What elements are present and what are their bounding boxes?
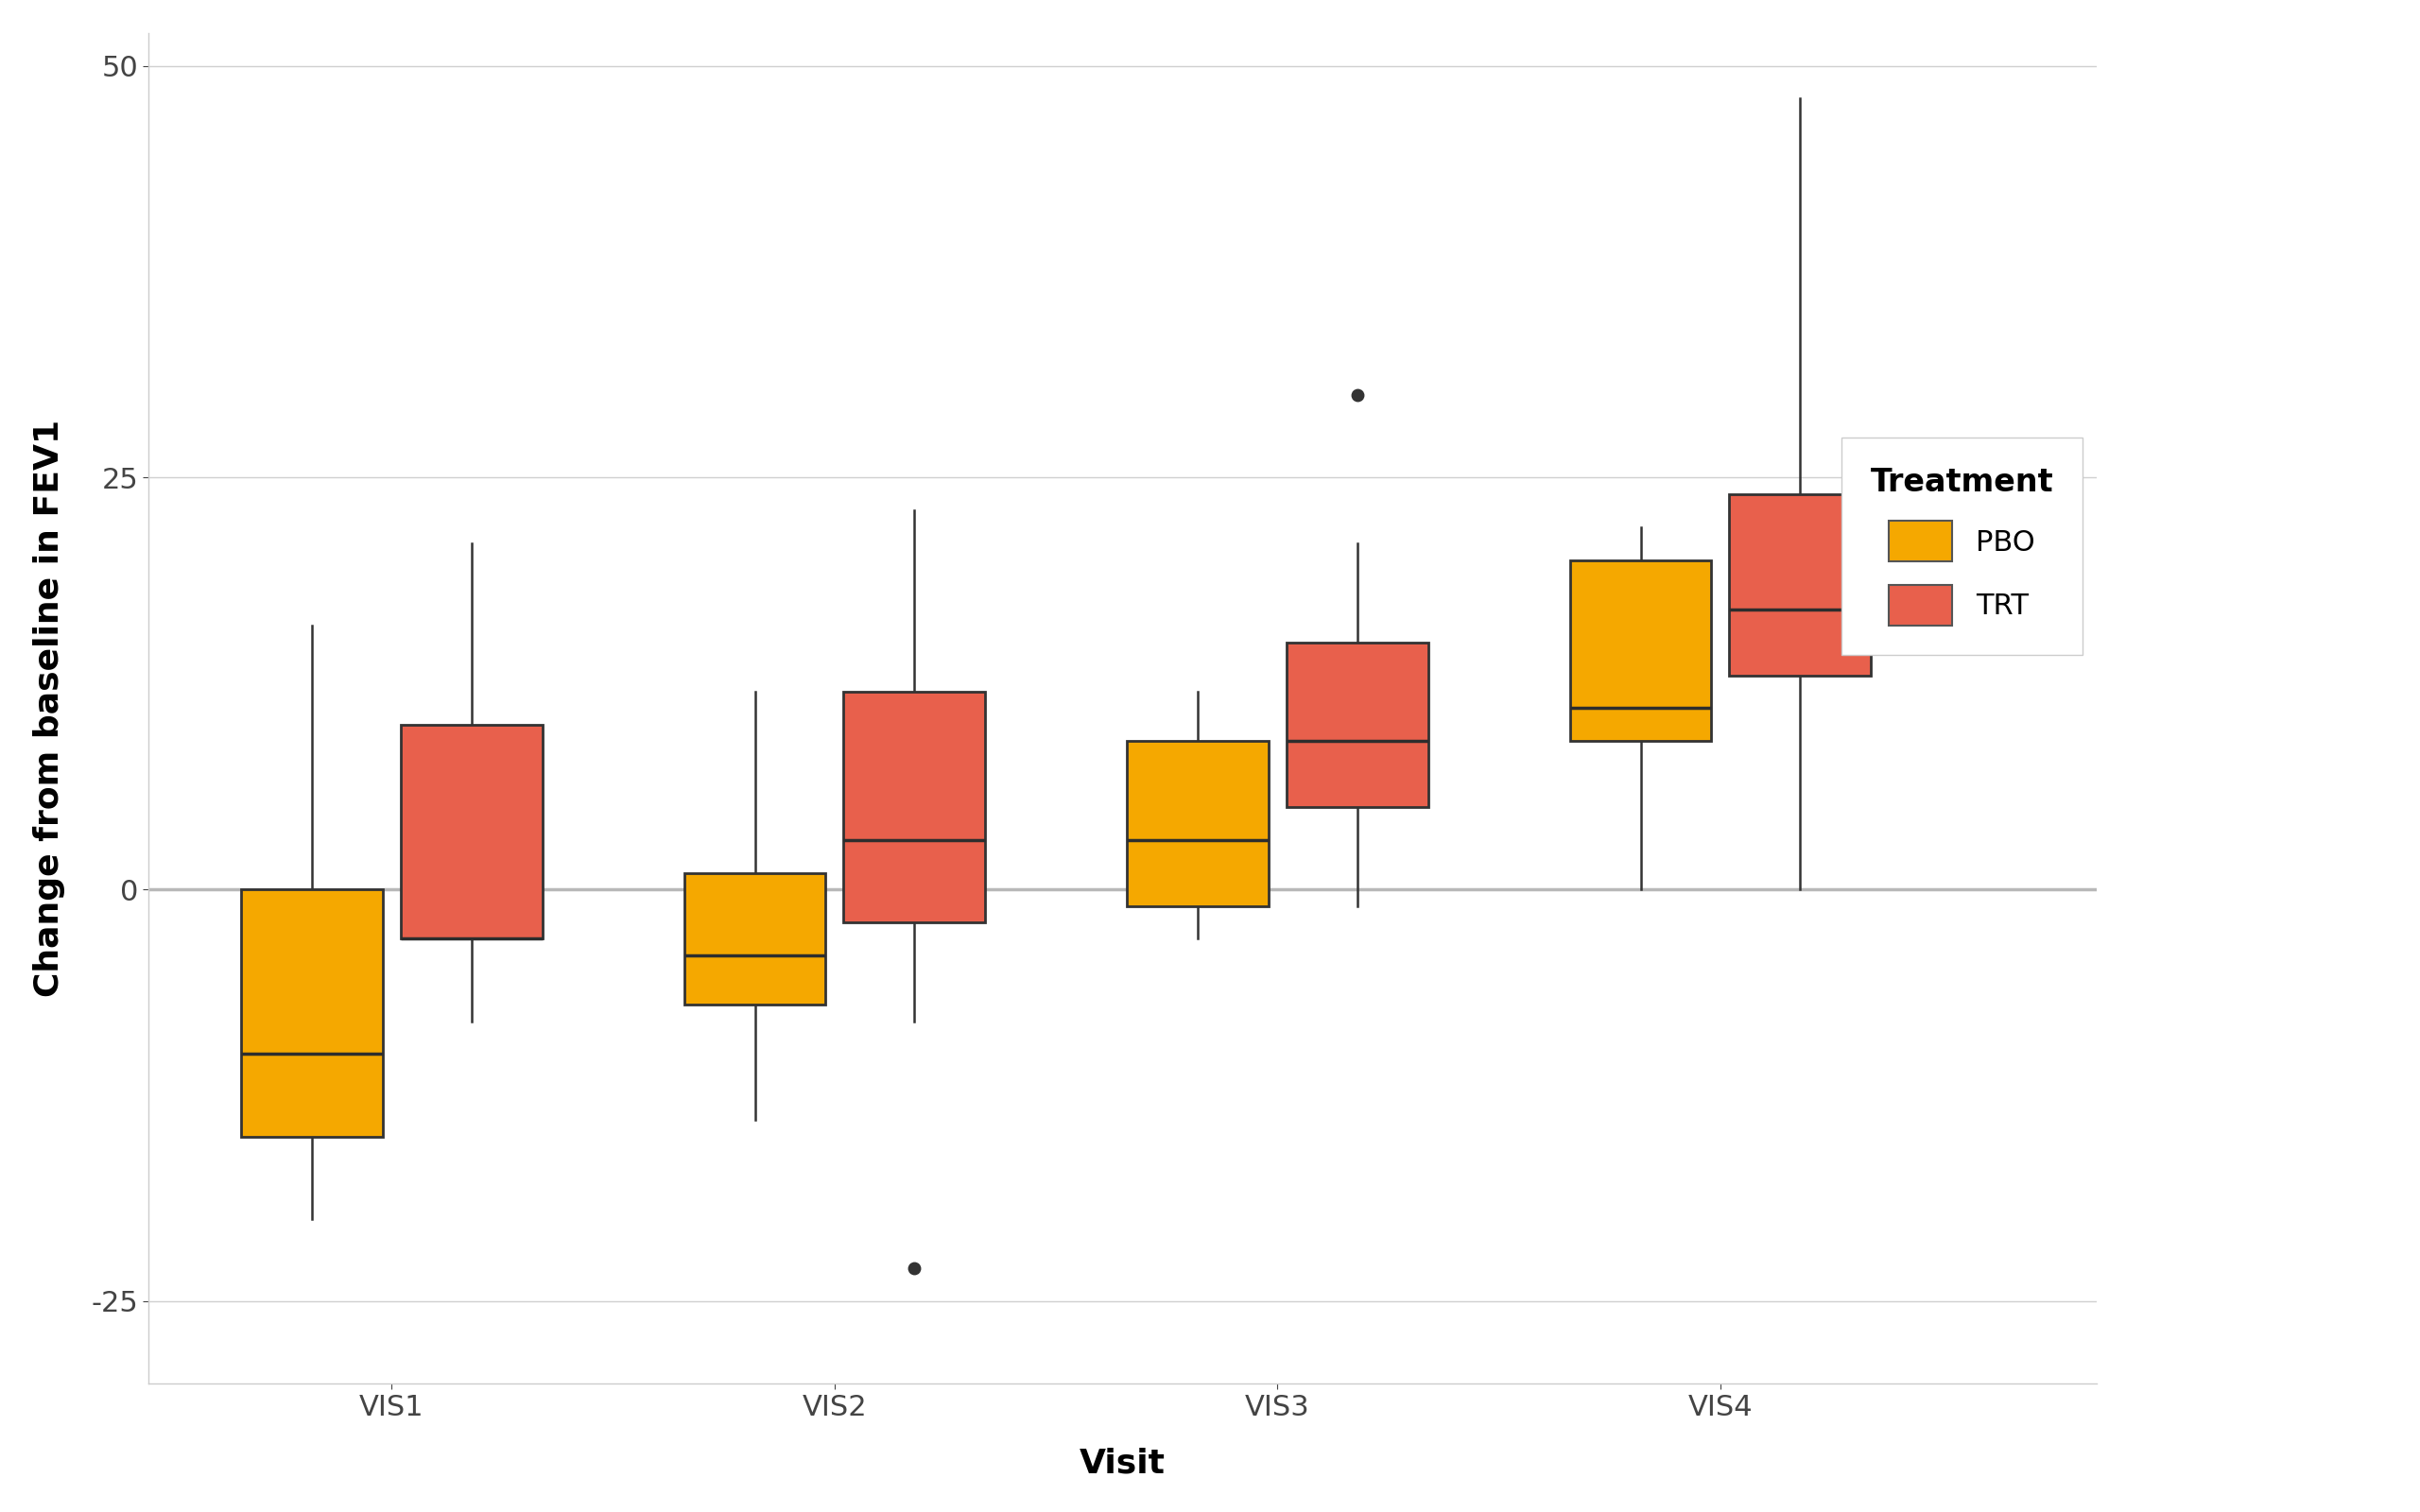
X-axis label: Visit: Visit [1079,1447,1166,1479]
Y-axis label: Change from baseline in FEV1: Change from baseline in FEV1 [34,419,65,996]
Bar [1730,494,1871,676]
Bar [1571,559,1711,741]
Bar [402,724,542,939]
Legend: PBO, TRT: PBO, TRT [1842,437,2081,655]
Bar [1128,741,1268,906]
Bar [845,691,985,922]
Bar [242,889,382,1137]
Bar [1287,643,1428,807]
Bar [685,872,825,1004]
